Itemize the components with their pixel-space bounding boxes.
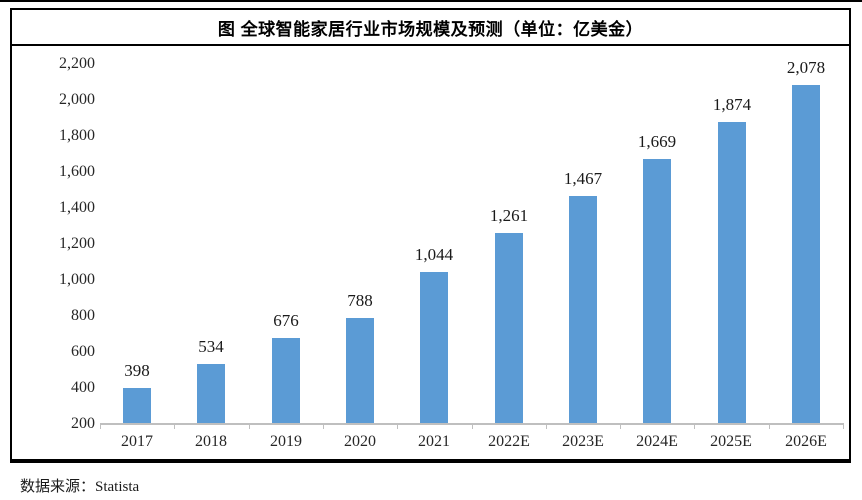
bar-value-label: 1,467	[563, 168, 603, 188]
x-axis-tick-mark	[100, 424, 101, 429]
y-axis-tick-label: 200	[71, 415, 95, 432]
bar-2021	[420, 271, 448, 423]
y-axis-tick-label: 1,600	[59, 162, 95, 180]
bar-value-label: 2,078	[786, 58, 826, 78]
bar-2019	[272, 338, 300, 423]
x-axis-tick-mark	[323, 424, 324, 429]
x-axis-tick-mark	[620, 424, 621, 429]
data-source-label: 数据来源：Statista	[20, 479, 140, 495]
x-axis-category-label: 2017	[121, 433, 153, 450]
x-axis-category-label: 2021	[418, 433, 450, 450]
bar-2022E	[495, 232, 523, 423]
x-axis-category-label: 2025E	[710, 433, 752, 450]
x-axis-category-label: 2022E	[488, 433, 530, 450]
bar-value-label: 1,874	[712, 95, 752, 115]
x-axis-tick-mark	[694, 424, 695, 429]
x-axis-tick-mark	[472, 424, 473, 429]
bar-value-label: 676	[273, 311, 299, 331]
y-axis-tick-label: 400	[71, 378, 95, 396]
bar-value-label: 398	[124, 361, 150, 381]
x-axis-category-label: 2018	[195, 433, 227, 450]
bar-2020	[346, 318, 374, 423]
x-axis-category-label: 2024E	[636, 433, 678, 450]
y-axis-tick-label: 2,000	[59, 90, 95, 108]
y-axis-tick-label: 600	[71, 342, 95, 360]
bar-2018	[197, 363, 225, 423]
bar-2024E	[643, 159, 671, 423]
bar-value-label: 1,669	[637, 132, 677, 152]
bar-value-label: 1,044	[414, 244, 454, 264]
x-axis-tick-mark	[397, 424, 398, 429]
bar-value-label: 788	[347, 291, 373, 310]
x-axis-tick-mark	[769, 424, 770, 429]
bar-value-label: 1,261	[489, 205, 529, 225]
y-axis-tick-label: 1,000	[59, 270, 95, 288]
y-axis-tick-label: 1,400	[59, 198, 95, 216]
x-axis-tick-mark	[843, 424, 844, 429]
chart-plot-area: 200 400 600 800 1,000 1,200 1,400 1,600 1,800 2,0…	[12, 46, 849, 459]
x-axis-tick-mark	[174, 424, 175, 429]
bar-2026E	[792, 85, 820, 423]
bar-2023E	[569, 195, 597, 423]
x-axis-category-label: 2020	[344, 433, 376, 450]
bar-value-label: 534	[198, 336, 224, 356]
x-axis-tick-mark	[546, 424, 547, 429]
y-axis-tick-label: 1,800	[59, 126, 95, 144]
chart-title-box: 图 全球智能家居行业市场规模及预测（单位：亿美金）	[12, 10, 849, 46]
x-axis-category-label: 2019	[270, 433, 302, 450]
y-axis-tick-label: 1,200	[59, 234, 95, 252]
x-axis-tick-mark	[249, 424, 250, 429]
figure-frame: 图 全球智能家居行业市场规模及预测（单位：亿美金） 200 400 600 800 1,…	[10, 8, 851, 463]
y-axis-tick-label: 800	[71, 306, 95, 324]
chart-title: 图 全球智能家居行业市场规模及预测（单位：亿美金）	[217, 19, 644, 39]
bar-2025E	[718, 122, 746, 423]
x-axis-category-label: 2026E	[785, 433, 827, 450]
x-axis-category-label: 2023E	[562, 433, 604, 450]
bar-2017	[123, 388, 151, 423]
top-border-line	[0, 0, 862, 2]
y-axis-tick-label: 2,200	[59, 54, 95, 72]
